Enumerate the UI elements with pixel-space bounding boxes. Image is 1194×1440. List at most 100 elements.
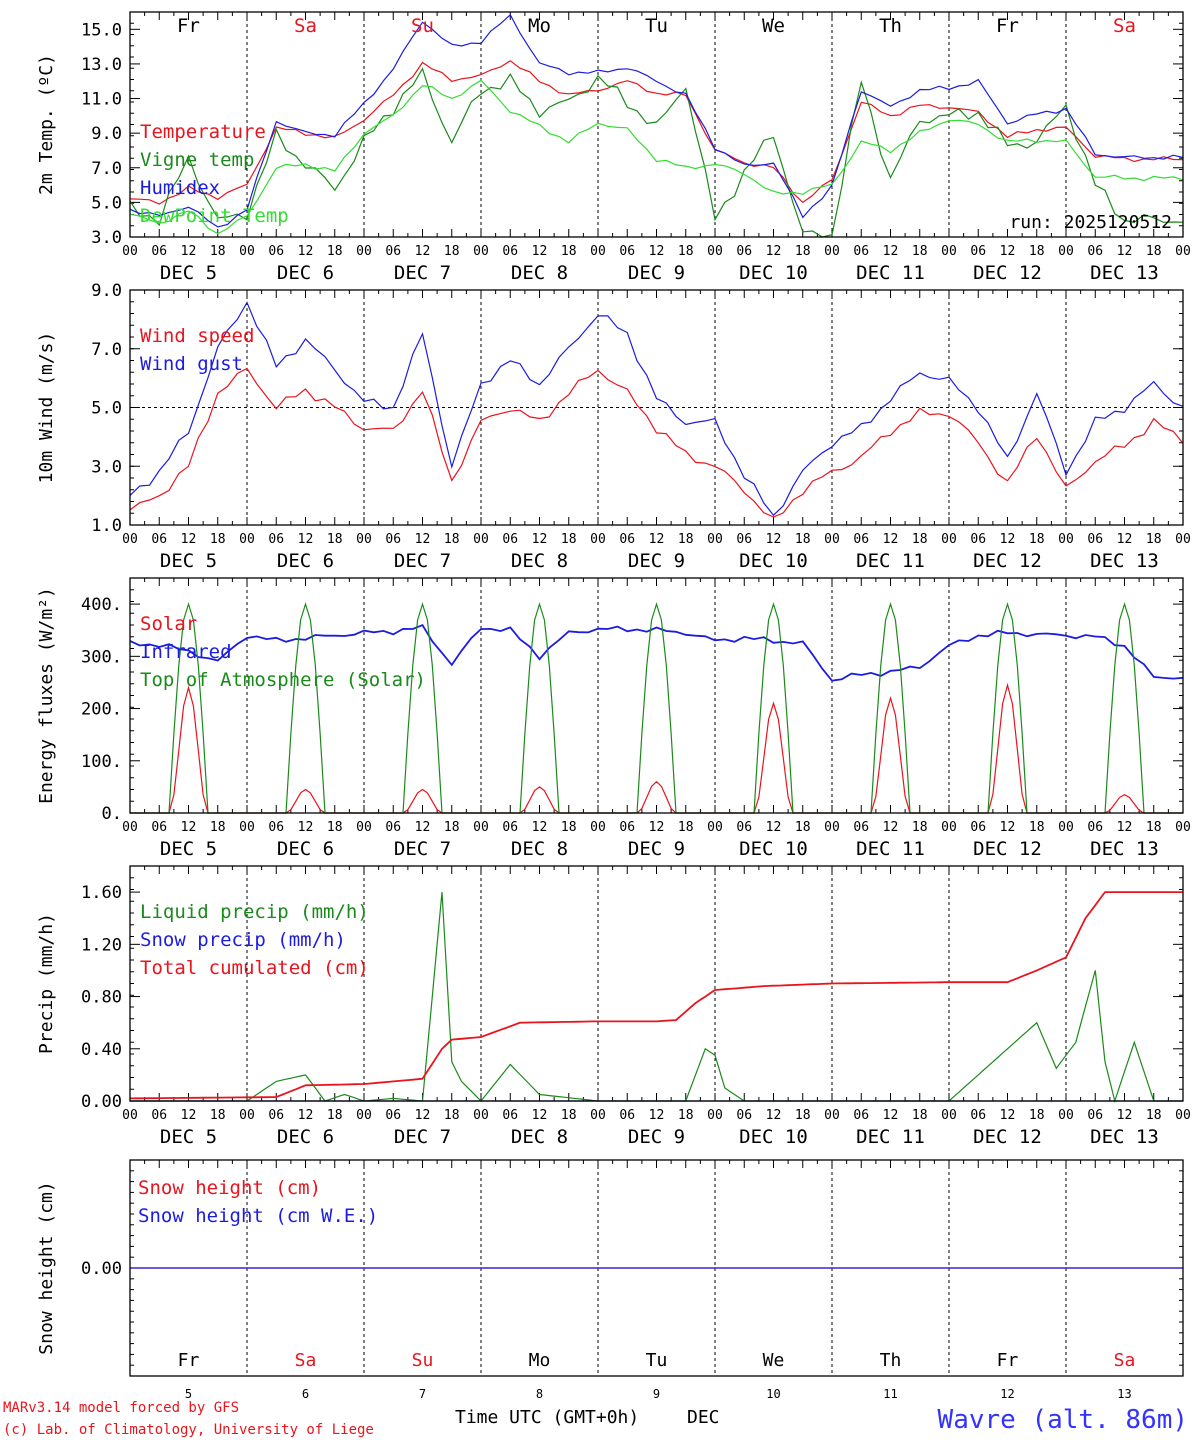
hour-label: 06 <box>853 1108 869 1123</box>
date-label: DEC 5 <box>160 262 217 284</box>
weekday-label: We <box>762 15 785 37</box>
weekday-label: Mo <box>528 15 551 37</box>
y-tick-label: 200. <box>81 700 122 720</box>
y-tick-label: 0.00 <box>81 1259 122 1279</box>
hour-label: 00 <box>941 820 957 835</box>
hour-label: 06 <box>385 532 401 547</box>
hour-label: 18 <box>210 1108 226 1123</box>
weekday-labels-bottom: FrSaSuMoTuWeThFrSaSu567891011121314 <box>178 1350 1136 1401</box>
weekday-label: Sa <box>1113 15 1136 37</box>
hour-label: 12 <box>181 532 197 547</box>
date-label: DEC 13 <box>1090 838 1159 860</box>
date-label: DEC 9 <box>628 262 685 284</box>
weekday-label: Fr <box>996 15 1019 37</box>
date-label: DEC 11 <box>856 262 925 284</box>
hour-label: 06 <box>268 1108 284 1123</box>
day-number: 5 <box>185 1387 192 1401</box>
hour-label: 12 <box>1117 532 1133 547</box>
date-label: DEC 13 <box>1090 262 1159 284</box>
hour-label: 12 <box>883 820 899 835</box>
hour-label: 18 <box>1146 244 1162 259</box>
y-tick-label: 0.40 <box>81 1040 122 1060</box>
model-credit: MARv3.14 model forced by GFS <box>3 1400 239 1416</box>
hour-label: 00 <box>824 820 840 835</box>
date-label: DEC 10 <box>739 262 808 284</box>
y-tick-label: 7.0 <box>91 340 122 360</box>
hour-label: 12 <box>766 532 782 547</box>
hour-label: 00 <box>239 532 255 547</box>
hour-label: 06 <box>970 1108 986 1123</box>
hour-label: 12 <box>766 244 782 259</box>
legend-entry: Liquid precip (mm/h) <box>140 901 369 923</box>
weekday-label: Mo <box>529 1350 551 1371</box>
weekday-label: Fr <box>178 1350 200 1371</box>
hour-label: 00 <box>707 244 723 259</box>
panel-frame <box>129 11 1184 238</box>
weekday-label: Th <box>879 15 902 37</box>
series-line-vigne-temp <box>129 67 1184 238</box>
panel-5: 0.00 Snow height (cm) Snow height (cm) Snow… <box>36 1159 1184 1377</box>
y-tick-label: 1.60 <box>81 883 122 903</box>
hour-label: 18 <box>210 820 226 835</box>
hour-label: 00 <box>707 1108 723 1123</box>
hour-label: 12 <box>181 820 197 835</box>
date-label: DEC 12 <box>973 262 1042 284</box>
hour-label: 06 <box>853 820 869 835</box>
y-axis-title: Snow height (cm) <box>36 1181 57 1354</box>
hour-label: 06 <box>853 244 869 259</box>
y-tick-label: 5.0 <box>91 399 122 419</box>
lab-credit: (c) Lab. of Climatology, University of L… <box>3 1422 374 1438</box>
hour-label: 00 <box>590 244 606 259</box>
hour-label: 00 <box>122 820 138 835</box>
series-line-wind-gust <box>129 301 1184 517</box>
hour-label: 12 <box>298 1108 314 1123</box>
legend-entry: Infrared <box>140 641 232 663</box>
hour-label: 12 <box>766 820 782 835</box>
date-label: DEC 6 <box>277 550 334 572</box>
hour-label: 00 <box>824 532 840 547</box>
date-label: DEC 8 <box>511 1126 568 1148</box>
hour-label: 18 <box>1029 820 1045 835</box>
hour-label: 12 <box>1117 820 1133 835</box>
weekday-label: Fr <box>177 15 200 37</box>
date-label: DEC 13 <box>1090 1126 1159 1148</box>
hour-label: 12 <box>1000 820 1016 835</box>
y-tick-label: 1.0 <box>91 516 122 536</box>
hour-label: 06 <box>151 1108 167 1123</box>
panel-frame <box>129 865 1184 1102</box>
hour-label: 00 <box>707 820 723 835</box>
y-tick-label: 9.0 <box>91 281 122 301</box>
hour-label: 12 <box>415 532 431 547</box>
date-label: DEC 8 <box>511 838 568 860</box>
legend-entry: Temperature <box>140 121 266 143</box>
hour-label: 00 <box>824 244 840 259</box>
hour-label: 18 <box>795 820 811 835</box>
y-tick-label: 3.0 <box>91 228 122 248</box>
day-number: 8 <box>536 1387 543 1401</box>
day-number: 10 <box>766 1387 780 1401</box>
hour-label: 12 <box>883 532 899 547</box>
hour-label: 06 <box>619 244 635 259</box>
hour-label: 06 <box>736 532 752 547</box>
hour-label: 12 <box>1117 1108 1133 1123</box>
hour-label: 06 <box>502 532 518 547</box>
hour-label: 00 <box>824 1108 840 1123</box>
hour-label: 06 <box>385 244 401 259</box>
legend-entry: Snow height (cm) <box>138 1177 321 1199</box>
day-number: 11 <box>883 1387 897 1401</box>
hour-label: 12 <box>1000 1108 1016 1123</box>
hour-label: 00 <box>473 1108 489 1123</box>
hour-label: 00 <box>356 1108 372 1123</box>
panel-frame <box>129 289 1184 526</box>
hour-label: 18 <box>1146 820 1162 835</box>
y-tick-label: 100. <box>81 752 122 772</box>
weekday-labels-top: FrSaSuMoTuWeThFrSaSurun: 2025120512 <box>177 15 1172 233</box>
hour-label: 06 <box>268 820 284 835</box>
weekday-label: Th <box>880 1350 902 1371</box>
hour-label: 18 <box>327 820 343 835</box>
hour-label: 18 <box>444 820 460 835</box>
date-label: DEC 7 <box>394 838 451 860</box>
hour-label: 06 <box>1087 820 1103 835</box>
date-label: DEC 6 <box>277 838 334 860</box>
